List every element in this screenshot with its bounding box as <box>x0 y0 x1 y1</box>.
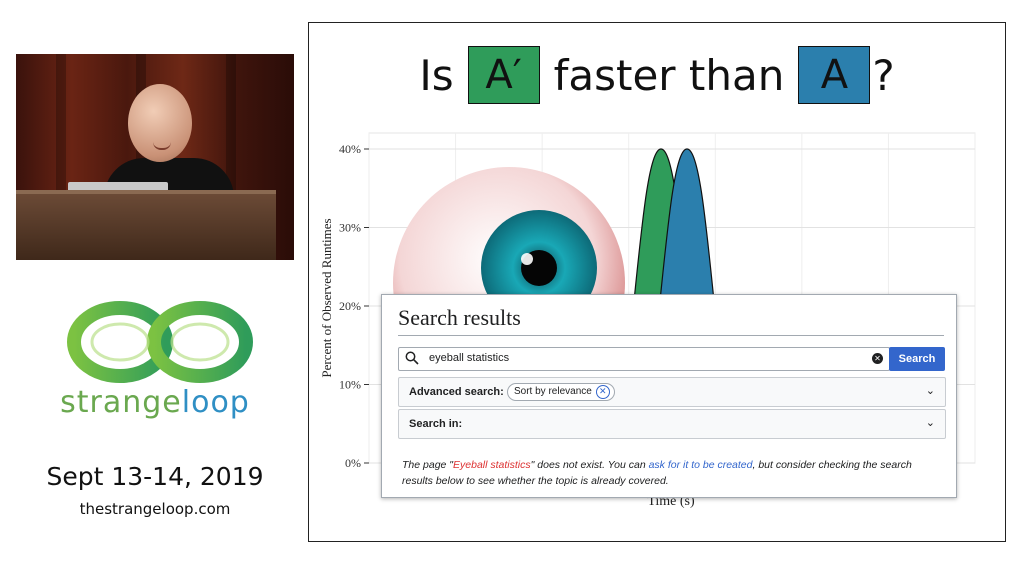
search-icon <box>405 351 419 365</box>
slide-title: Is A′ faster than A ? <box>309 45 1005 105</box>
title-prefix: Is <box>419 50 454 100</box>
heading-divider <box>398 335 944 336</box>
y-tick-label: 30% <box>339 221 361 235</box>
search-input[interactable]: eyeball statistics ✕ <box>398 347 890 371</box>
brand-word-loop: loop <box>181 385 250 420</box>
y-tick-label: 10% <box>339 378 361 392</box>
sort-chip[interactable]: Sort by relevance ✕ <box>507 383 615 401</box>
chip-remove-icon[interactable]: ✕ <box>595 385 610 399</box>
y-tick-label: 40% <box>339 142 361 156</box>
missing-page-link[interactable]: Eyeball statistics <box>453 459 531 471</box>
brand-wordmark: strangeloop <box>0 385 310 420</box>
title-mid: faster than <box>553 50 785 100</box>
no-page-message: The page "Eyeball statistics" does not e… <box>402 459 912 487</box>
box-a: A <box>798 46 871 104</box>
y-axis-label: Percent of Observed Runtimes <box>319 218 334 377</box>
speaker-video <box>16 54 294 260</box>
chevron-down-icon: ⌄ <box>925 417 935 429</box>
advanced-search-label: Advanced search: <box>409 386 504 398</box>
podium <box>16 190 276 260</box>
search-query: eyeball statistics <box>429 352 510 364</box>
laptop <box>68 182 168 192</box>
search-results-panel: Search results eyeball statistics ✕ Sear… <box>381 294 957 498</box>
box-a-prime: A′ <box>467 46 540 104</box>
search-button[interactable]: Search <box>889 347 945 371</box>
chevron-down-icon: ⌄ <box>925 385 935 397</box>
y-tick-label: 20% <box>339 299 361 313</box>
speaker-head <box>128 84 192 162</box>
brand-word-strange: strange <box>60 385 182 420</box>
y-tick-label: 0% <box>345 456 361 470</box>
conference-site: thestrangeloop.com <box>79 500 231 518</box>
create-page-link[interactable]: ask for it to be created <box>648 459 753 471</box>
conference-dates: Sept 13-14, 2019 <box>46 462 264 491</box>
advanced-search-toggle[interactable]: Advanced search: Sort by relevance ✕ ⌄ <box>398 377 946 407</box>
strangeloop-logo-icon <box>67 301 253 383</box>
search-in-toggle[interactable]: Search in: ⌄ <box>398 409 946 439</box>
clear-icon[interactable]: ✕ <box>872 353 883 364</box>
sort-chip-label: Sort by relevance <box>514 386 592 397</box>
search-in-label: Search in: <box>409 418 463 430</box>
search-results-heading: Search results <box>398 305 521 330</box>
title-suffix: ? <box>872 50 895 100</box>
